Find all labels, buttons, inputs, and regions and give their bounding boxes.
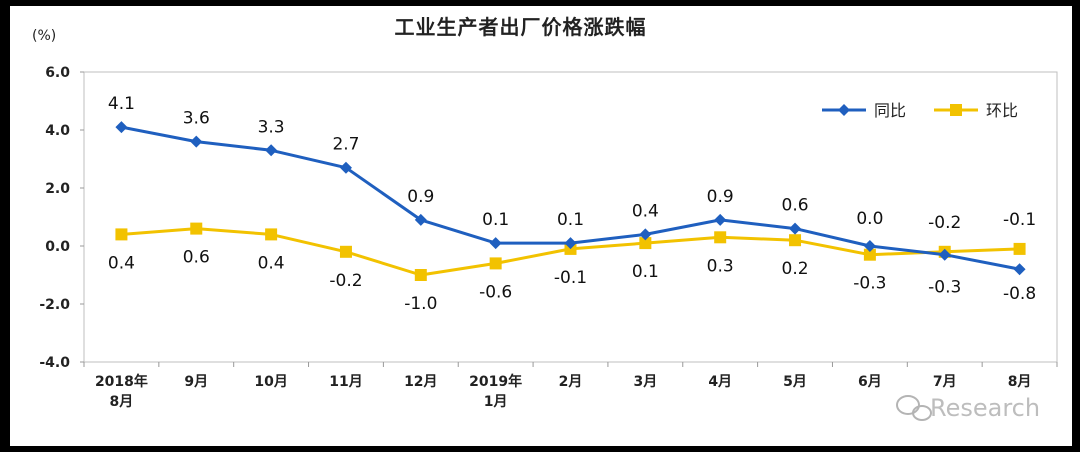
data-point-square [789,234,802,247]
data-point-square [714,231,727,244]
x-tick-label: 4月 [708,374,732,390]
x-tick-label: 9月 [184,374,208,390]
chart-frame: 工业生产者出厂价格涨跌幅 (%) 6.0 4.0 2.0 0.0 -2.0 -4.0 2018年… [10,6,1072,446]
data-point-diamond [414,213,427,226]
data-point-square [190,222,203,235]
data-label: 0.0 [856,209,883,229]
legend-marker-square [950,104,962,116]
data-label: 0.1 [482,210,509,230]
data-label: -0.1 [554,268,587,288]
x-tick-label: 3月 [633,374,657,390]
data-label: -0.3 [853,274,886,294]
wechat-icon [896,395,932,421]
data-label: -0.3 [928,278,961,298]
data-label: 0.6 [183,248,210,268]
y-tick-label: 0.0 [45,239,70,255]
x-tick-label: 7月 [933,374,957,390]
legend-label-mom: 环比 [986,101,1018,120]
data-point-square [489,257,502,270]
data-point-diamond [190,135,203,148]
wechat-bubble-large [896,395,920,415]
data-label: 0.4 [632,201,659,221]
data-label: -0.6 [479,282,512,302]
data-label: 0.4 [258,253,285,273]
plot-area [83,71,1058,363]
x-tick-label: 2019年 [469,373,522,390]
y-tick-label: -2.0 [39,297,70,313]
data-point-square [414,269,427,281]
data-point-square [115,228,128,241]
y-tick-label: 6.0 [45,65,70,81]
data-point-diamond [789,222,802,235]
watermark-text: Research [930,394,1040,422]
data-point-diamond [714,213,727,226]
x-tick-label: 8月 [1008,374,1032,390]
data-label: 0.2 [782,259,809,279]
y-tick-label: 4.0 [45,123,70,139]
data-point-square [1013,242,1026,255]
data-label: -0.8 [1003,284,1036,304]
data-point-diamond [489,237,502,250]
data-label: 0.4 [108,253,135,273]
x-tick-label: 5月 [783,374,807,390]
chart-title: 工业生产者出厂价格涨跌幅 [395,15,647,39]
data-label: 0.1 [557,210,584,230]
y-tick-label: -4.0 [39,355,70,371]
data-point-diamond [115,121,128,134]
x-tick-label: 2018年 [95,373,148,390]
x-tick-label: 12月 [404,374,437,390]
data-label: 4.1 [108,94,135,114]
data-point-diamond [938,248,951,261]
data-point-diamond [863,240,876,252]
x-tick-label: 11月 [329,374,362,390]
data-label: 0.9 [707,187,734,207]
data-label: -0.1 [1003,210,1036,230]
data-label: -1.0 [404,294,437,314]
data-point-diamond [1013,263,1026,276]
data-label: 0.1 [632,262,659,282]
watermark: Research [896,394,1040,422]
y-tick-label: 2.0 [45,181,70,197]
data-label: 3.3 [258,117,285,137]
data-label: 0.3 [707,256,734,276]
data-label: 3.6 [183,109,210,129]
data-point-square [265,228,278,241]
x-tick-label: 1月 [484,394,508,410]
data-point-diamond [564,237,577,250]
legend-marker-diamond [838,104,850,116]
chart-svg: 工业生产者出厂价格涨跌幅 (%) 6.0 4.0 2.0 0.0 -2.0 -4.0 2018年… [32,15,1058,422]
data-point-diamond [639,228,652,241]
data-point-diamond [265,144,278,157]
data-label: -0.2 [329,271,362,291]
legend-label-yoy: 同比 [874,101,906,120]
data-label: 2.7 [332,135,359,155]
legend: 同比 环比 [822,101,1018,120]
series-yoy [115,121,1026,276]
x-tick-label: 10月 [254,374,287,390]
data-label: 0.9 [407,187,434,207]
x-tick-label: 2月 [559,374,583,390]
data-point-square [339,245,352,258]
data-point-square [863,248,876,261]
data-point-diamond [339,161,352,174]
y-axis-unit-label: (%) [32,28,56,44]
data-label: 0.6 [782,196,809,216]
x-tick-label: 6月 [858,374,882,390]
data-point-square [639,237,652,250]
x-tick-label: 8月 [110,394,134,410]
wechat-bubble-small [912,405,932,421]
data-label: -0.2 [928,213,961,233]
